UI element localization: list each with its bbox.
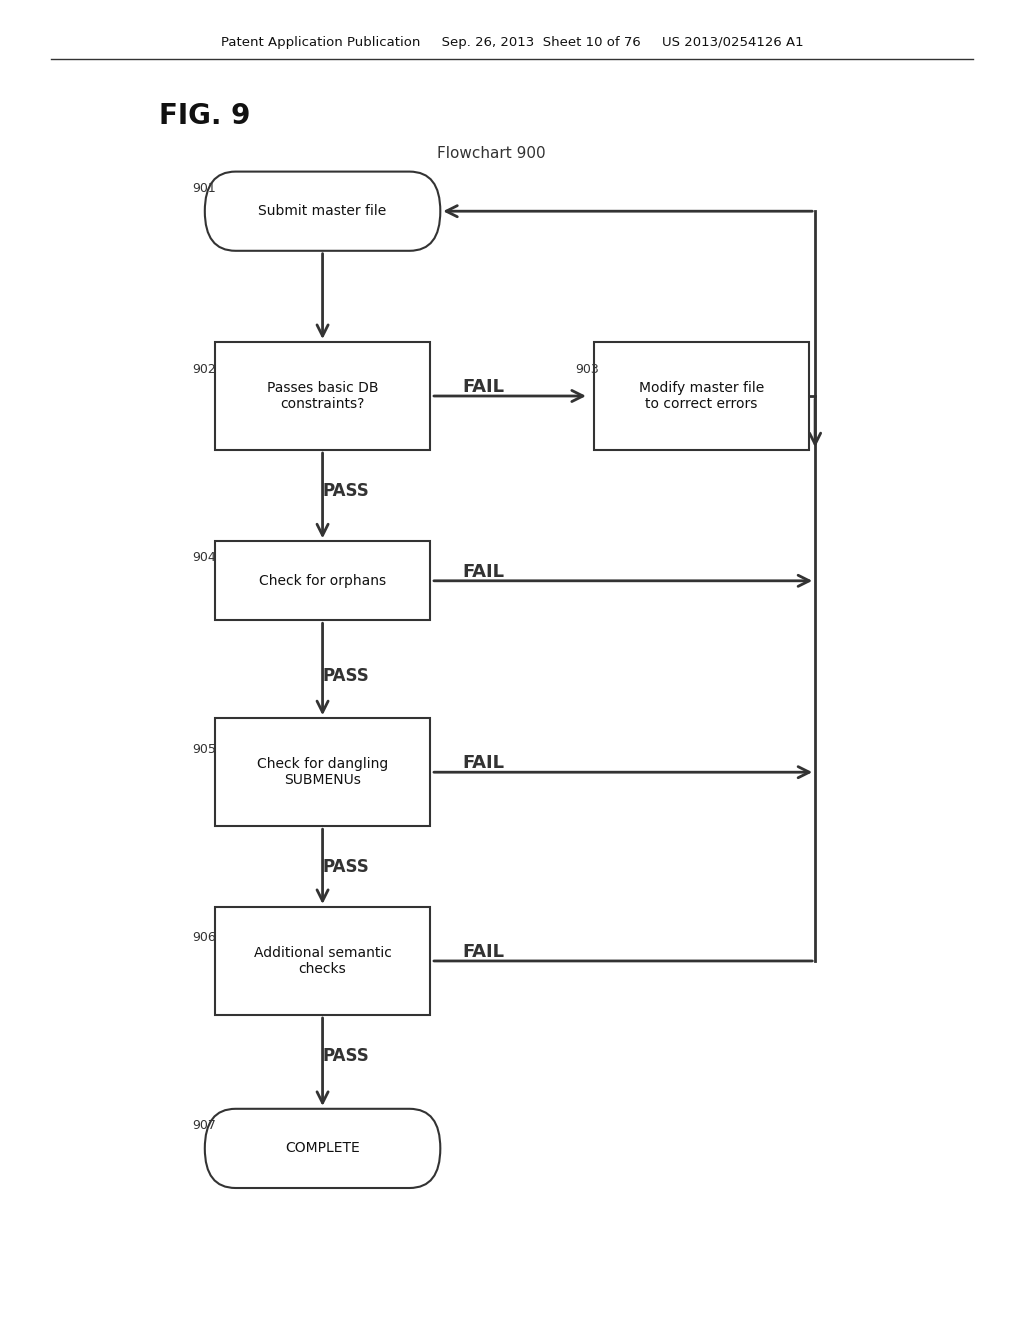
Text: Modify master file
to correct errors: Modify master file to correct errors (639, 381, 764, 411)
FancyBboxPatch shape (205, 1109, 440, 1188)
Text: PASS: PASS (323, 482, 370, 500)
Text: 906: 906 (193, 931, 216, 944)
Text: Flowchart 900: Flowchart 900 (437, 145, 546, 161)
FancyBboxPatch shape (215, 718, 430, 826)
Text: FIG. 9: FIG. 9 (159, 102, 250, 131)
FancyBboxPatch shape (215, 342, 430, 450)
Text: Check for dangling
SUBMENUs: Check for dangling SUBMENUs (257, 758, 388, 787)
Text: PASS: PASS (323, 858, 370, 876)
FancyBboxPatch shape (205, 172, 440, 251)
FancyBboxPatch shape (215, 907, 430, 1015)
Text: Passes basic DB
constraints?: Passes basic DB constraints? (267, 381, 378, 411)
Text: COMPLETE: COMPLETE (286, 1142, 359, 1155)
Text: 905: 905 (193, 743, 216, 756)
Text: FAIL: FAIL (463, 562, 505, 581)
Text: Patent Application Publication     Sep. 26, 2013  Sheet 10 of 76     US 2013/025: Patent Application Publication Sep. 26, … (221, 36, 803, 49)
Text: 903: 903 (575, 363, 599, 376)
Text: PASS: PASS (323, 667, 370, 685)
Text: 904: 904 (193, 550, 216, 564)
Text: FAIL: FAIL (463, 378, 505, 396)
Text: 907: 907 (193, 1119, 216, 1133)
Text: 902: 902 (193, 363, 216, 376)
Text: PASS: PASS (323, 1047, 370, 1065)
Text: 901: 901 (193, 182, 216, 195)
FancyBboxPatch shape (215, 541, 430, 620)
Text: FAIL: FAIL (463, 942, 505, 961)
FancyBboxPatch shape (594, 342, 809, 450)
Text: Submit master file: Submit master file (258, 205, 387, 218)
Text: Additional semantic
checks: Additional semantic checks (254, 946, 391, 975)
Text: Check for orphans: Check for orphans (259, 574, 386, 587)
Text: FAIL: FAIL (463, 754, 505, 772)
